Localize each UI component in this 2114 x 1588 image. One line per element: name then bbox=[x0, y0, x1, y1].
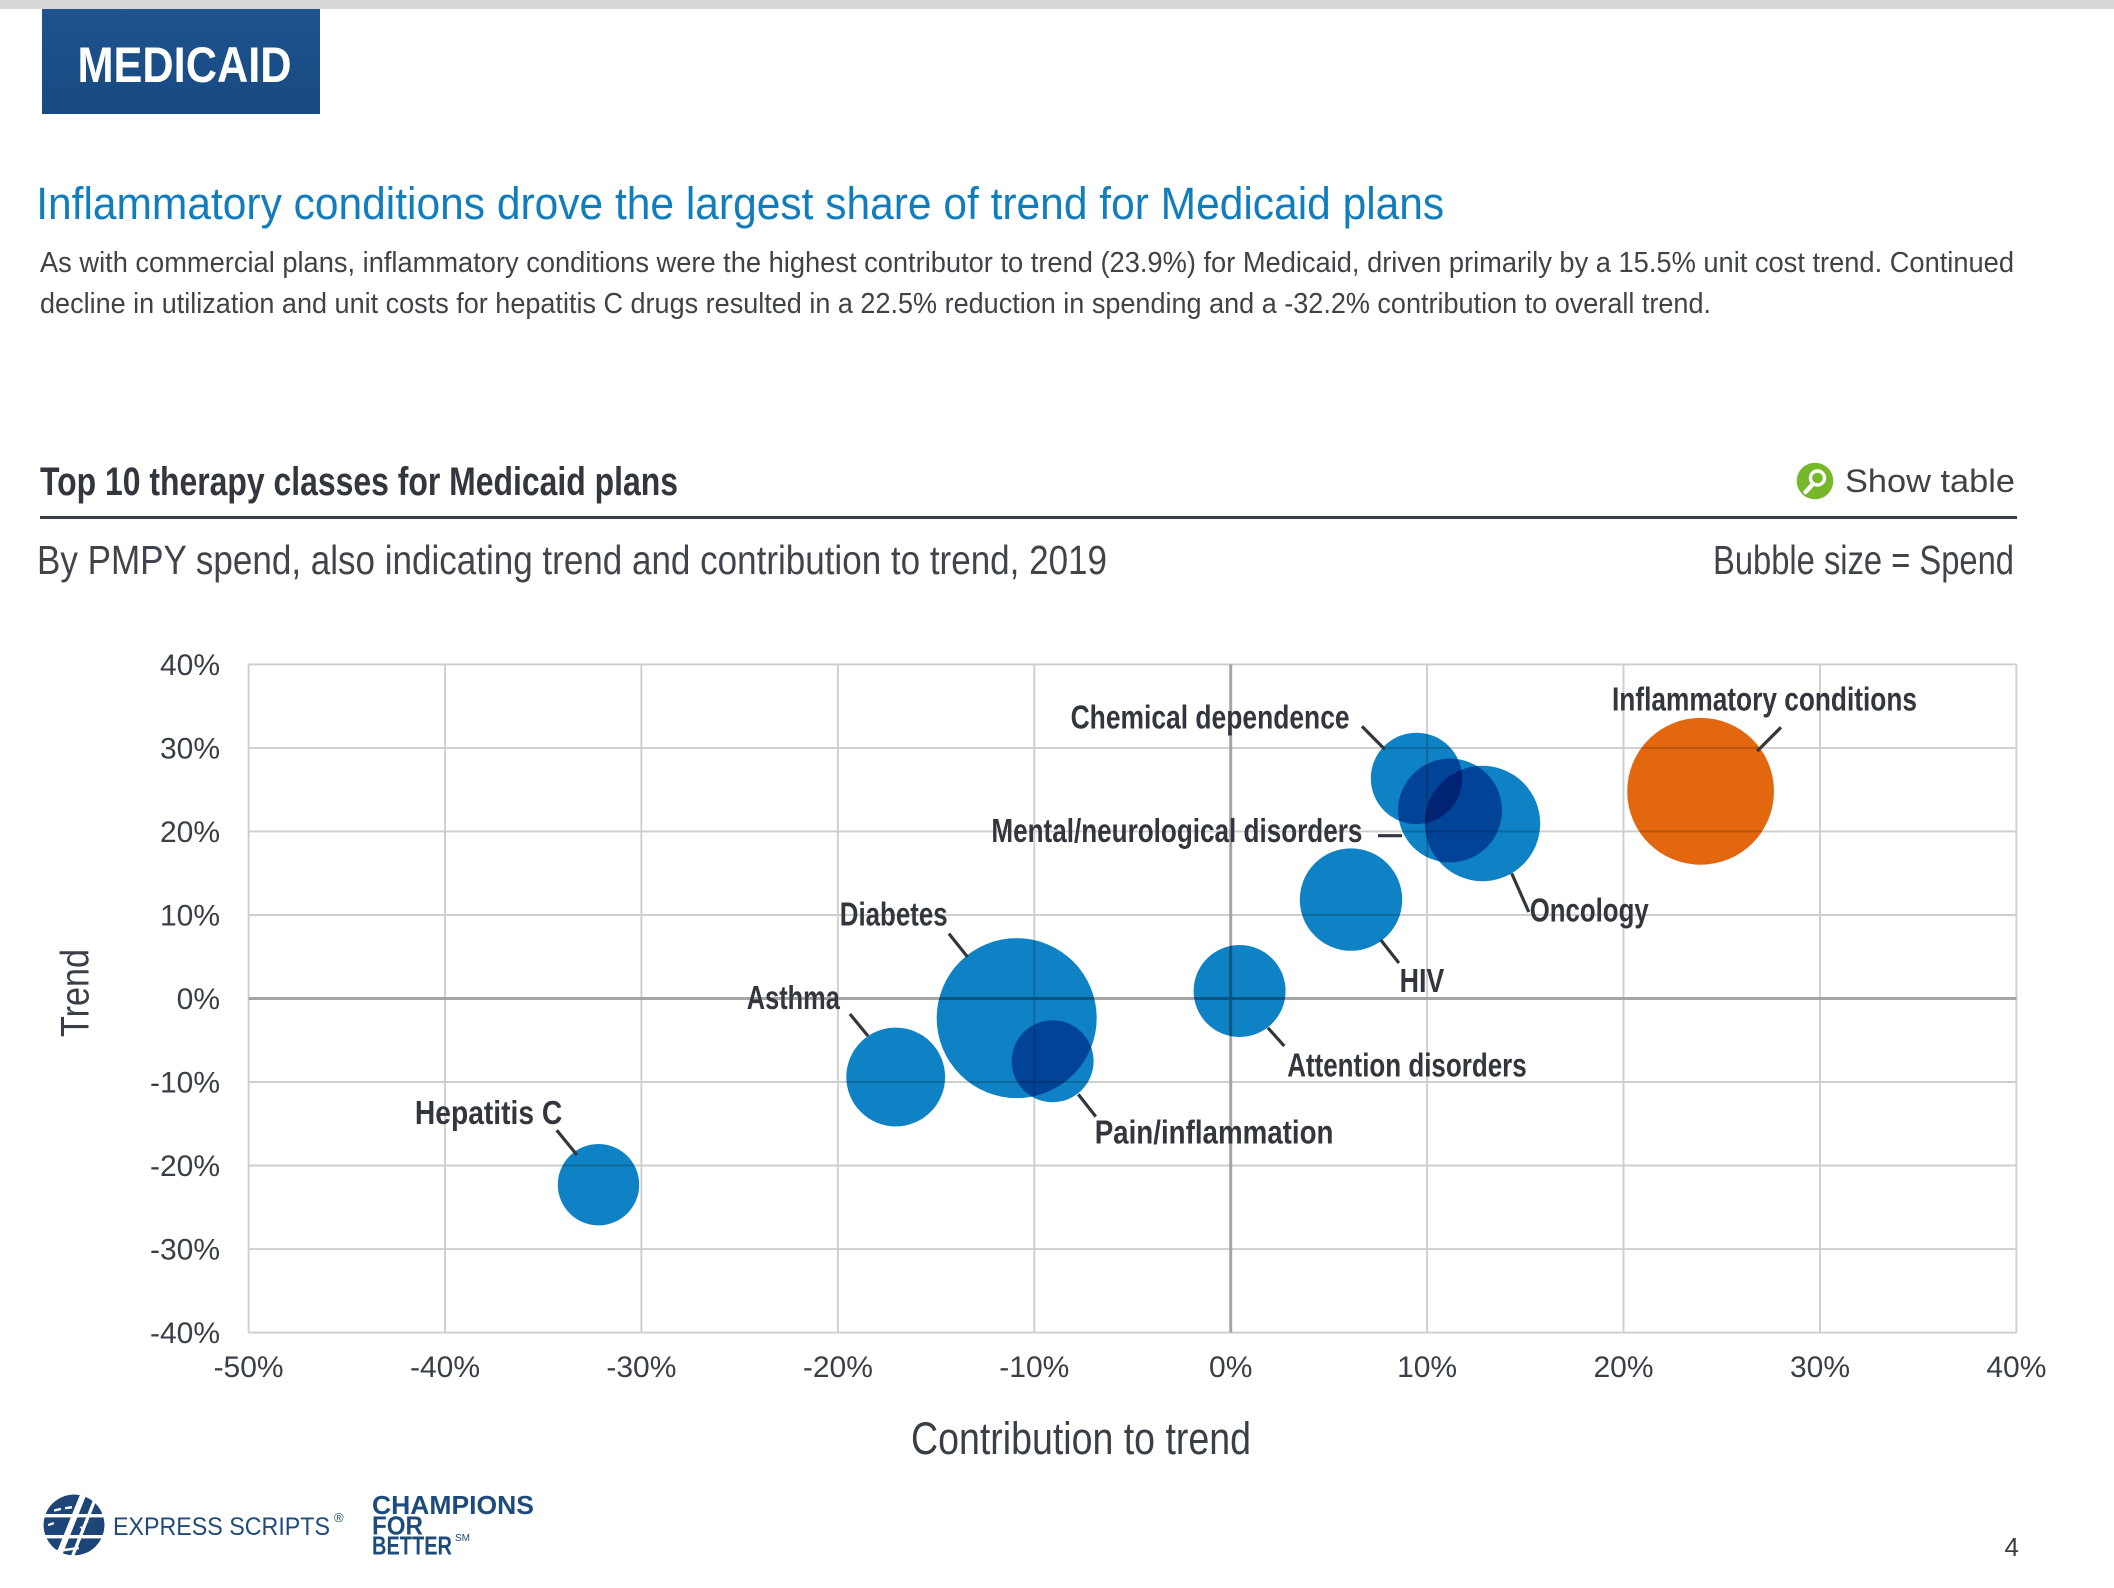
svg-text:HIV: HIV bbox=[1400, 962, 1445, 999]
svg-text:-30%: -30% bbox=[606, 1351, 676, 1384]
svg-text:decline in utilization and uni: decline in utilization and unit costs fo… bbox=[40, 288, 1711, 320]
svg-text:30%: 30% bbox=[1790, 1351, 1850, 1384]
svg-text:10%: 10% bbox=[160, 900, 220, 933]
svg-text:Attention disorders: Attention disorders bbox=[1287, 1046, 1527, 1083]
svg-text:-40%: -40% bbox=[410, 1351, 480, 1384]
svg-text:Mental/neurological disorders: Mental/neurological disorders bbox=[991, 812, 1362, 849]
svg-text:10%: 10% bbox=[1397, 1351, 1457, 1384]
svg-text:Contribution to trend: Contribution to trend bbox=[911, 1413, 1251, 1464]
svg-text:-10%: -10% bbox=[150, 1067, 220, 1100]
svg-text:Asthma: Asthma bbox=[747, 979, 840, 1016]
svg-text:0%: 0% bbox=[1209, 1351, 1252, 1384]
svg-text:SM: SM bbox=[455, 1533, 470, 1544]
svg-text:Oncology: Oncology bbox=[1530, 891, 1649, 928]
svg-text:4: 4 bbox=[2005, 1532, 2019, 1562]
svg-text:20%: 20% bbox=[1593, 1351, 1653, 1384]
svg-text:MEDICAID: MEDICAID bbox=[78, 37, 292, 93]
svg-text:-30%: -30% bbox=[150, 1234, 220, 1267]
svg-text:20%: 20% bbox=[160, 816, 220, 849]
svg-text:40%: 40% bbox=[1986, 1351, 2046, 1384]
svg-text:Pain/inflammation: Pain/inflammation bbox=[1095, 1113, 1334, 1150]
svg-text:30%: 30% bbox=[160, 732, 220, 765]
svg-text:Inflammatory conditions drove: Inflammatory conditions drove the larges… bbox=[36, 178, 1444, 229]
svg-text:Bubble size = Spend: Bubble size = Spend bbox=[1713, 537, 2014, 583]
svg-text:0%: 0% bbox=[177, 983, 220, 1016]
svg-text:Show table: Show table bbox=[1845, 462, 2015, 499]
svg-text:FOR: FOR bbox=[372, 1511, 423, 1541]
svg-text:CHAMPIONS: CHAMPIONS bbox=[372, 1490, 534, 1520]
svg-text:Trend: Trend bbox=[54, 949, 98, 1037]
svg-text:-20%: -20% bbox=[150, 1150, 220, 1183]
svg-text:-10%: -10% bbox=[999, 1351, 1069, 1384]
svg-text:-40%: -40% bbox=[150, 1317, 220, 1350]
svg-text:Chemical dependence: Chemical dependence bbox=[1071, 698, 1350, 735]
svg-text:Top 10 therapy classes for Med: Top 10 therapy classes for Medicaid plan… bbox=[40, 460, 678, 504]
svg-text:BETTER: BETTER bbox=[372, 1531, 452, 1561]
svg-text:40%: 40% bbox=[160, 649, 220, 682]
svg-text:As with commercial plans, infl: As with commercial plans, inflammatory c… bbox=[40, 247, 2014, 279]
svg-text:Inflammatory conditions: Inflammatory conditions bbox=[1612, 680, 1917, 717]
svg-text:By PMPY spend, also indicating: By PMPY spend, also indicating trend and… bbox=[37, 537, 1107, 583]
svg-text:-50%: -50% bbox=[214, 1351, 284, 1384]
svg-text:Diabetes: Diabetes bbox=[840, 895, 948, 932]
svg-text:-20%: -20% bbox=[803, 1351, 873, 1384]
svg-text:®: ® bbox=[334, 1510, 344, 1525]
svg-text:Hepatitis C: Hepatitis C bbox=[415, 1094, 562, 1131]
svg-text:EXPRESS SCRIPTS: EXPRESS SCRIPTS bbox=[113, 1513, 330, 1541]
